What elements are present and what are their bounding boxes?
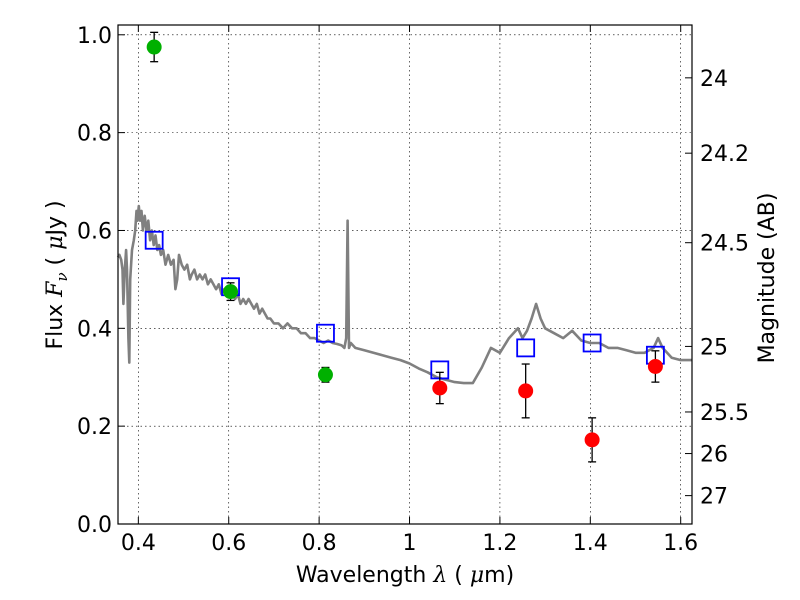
y-tick-label: 0.0: [77, 513, 112, 538]
model-spectrum-line: [116, 204, 692, 385]
model-photometry-point: [516, 338, 536, 358]
y2-tick-label: 25.5: [700, 401, 749, 426]
red-photometry-point: [518, 383, 534, 399]
x-tick-label: 1: [403, 531, 417, 556]
y2-axis-label: Magnitude (AB): [755, 193, 780, 364]
y-tick-label: 1.0: [77, 24, 112, 49]
red-photometry-point: [647, 358, 663, 374]
y-axis-label: Flux Fν ( μJy ): [43, 200, 71, 349]
red-photometry-point: [584, 432, 600, 448]
x-axis-label: Wavelength λ ( μm): [296, 563, 514, 588]
x-tick-label: 1.2: [482, 531, 517, 556]
y2-tick-label: 26: [700, 443, 728, 468]
axis-ticks: 0.4 0.6 0.8 1 1.2 1.4 1.6 0.0 0.2 0.4 0.6 0.8 1.0 24 2…: [77, 24, 749, 556]
x-tick-label: 1.6: [663, 531, 698, 556]
x-tick-label: 0.6: [211, 531, 246, 556]
plot-frame: [117, 24, 693, 525]
y2-tick-label: 25: [700, 335, 728, 360]
y-tick-label: 0.4: [77, 317, 112, 342]
y-tick-label: 0.8: [77, 122, 112, 147]
x-tick-label: 0.4: [121, 531, 156, 556]
y2-tick-label: 24: [700, 67, 728, 92]
y2-tick-label: 24.2: [700, 142, 749, 167]
red-photometry-point: [432, 380, 448, 396]
model-photometry-point: [144, 230, 164, 250]
green-photometry-point: [146, 39, 162, 55]
green-photometry-point: [223, 284, 239, 300]
model-photometry-point: [316, 323, 335, 343]
y2-tick-label: 24.5: [700, 232, 749, 257]
y-tick-label: 0.2: [77, 415, 112, 440]
x-tick-label: 1.4: [573, 531, 608, 556]
x-tick-label: 0.8: [302, 531, 337, 556]
y-tick-label: 0.6: [77, 219, 112, 244]
y2-tick-label: 27: [700, 485, 728, 510]
grid-lines: [118, 25, 692, 524]
model-photometry-point: [582, 333, 602, 353]
green-photometry-point: [317, 367, 333, 383]
plot-series: [116, 31, 692, 463]
